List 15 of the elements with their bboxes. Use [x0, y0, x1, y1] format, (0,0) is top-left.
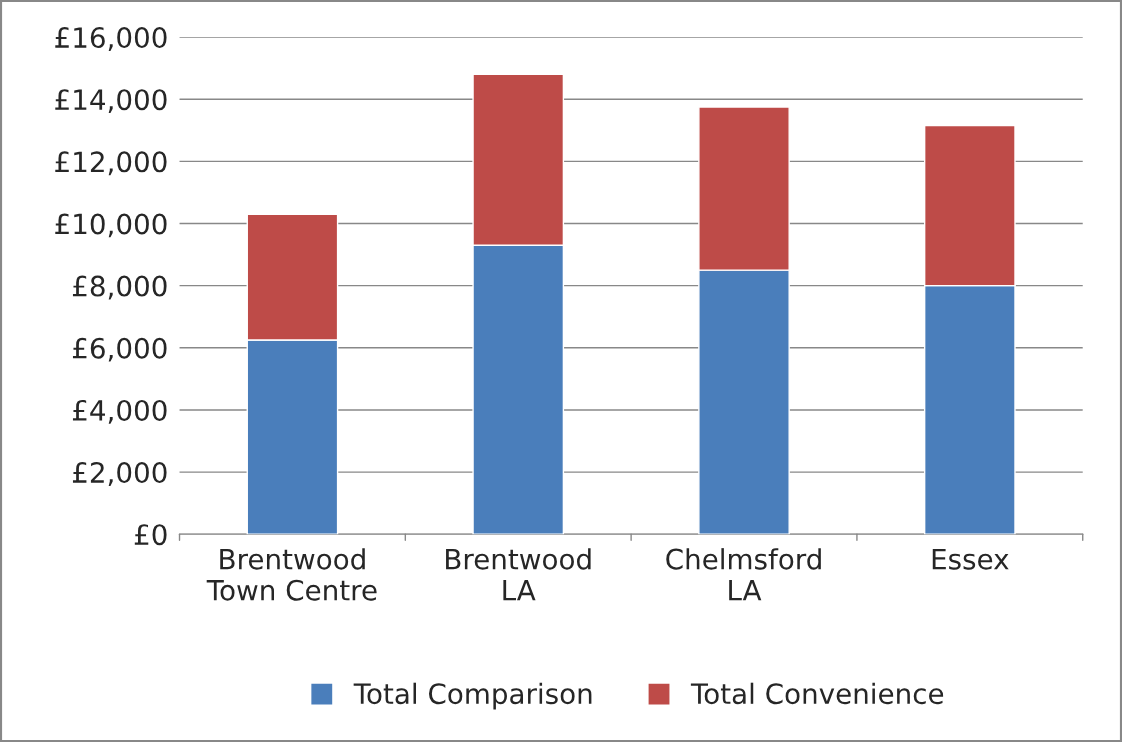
y-tick-label: £12,000: [55, 151, 167, 176]
x-tick-label: Brentwood LA: [446, 548, 591, 601]
y-tick-label: £10,000: [55, 213, 167, 238]
y-tick-label: £8,000: [72, 275, 167, 300]
legend-label: Total Convenience: [690, 682, 944, 705]
y-tick-label: £4,000: [72, 399, 167, 424]
x-tick-label: Chelmsford LA: [666, 548, 821, 601]
y-tick-label: £14,000: [55, 89, 167, 114]
y-tick-label: £16,000: [55, 27, 167, 51]
legend-label: Total Comparison: [353, 682, 592, 710]
y-tick-label: £2,000: [72, 462, 167, 486]
y-tick-label: £0: [134, 524, 167, 546]
x-tick-label: Essex: [932, 548, 1009, 570]
x-tick-label: Brentwood Town Centre: [206, 548, 377, 601]
y-tick-label: £6,000: [72, 337, 167, 362]
